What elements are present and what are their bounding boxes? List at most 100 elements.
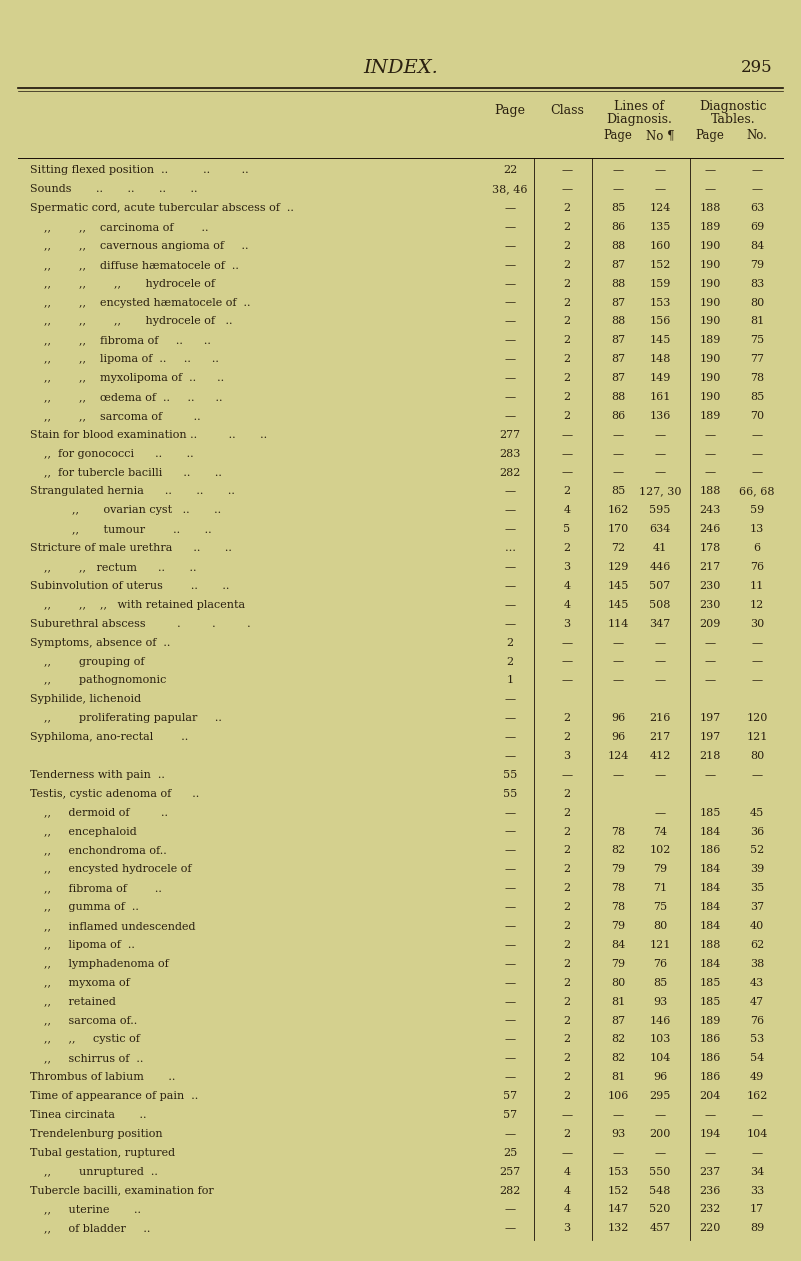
Text: 62: 62 [750,939,764,950]
Text: …: … [505,543,516,554]
Text: 79: 79 [611,864,625,874]
Text: —: — [751,657,763,667]
Text: 217: 217 [650,733,670,743]
Text: 188: 188 [699,939,721,950]
Text: —: — [562,1148,573,1158]
Text: Symptoms, absence of  ..: Symptoms, absence of .. [30,638,171,648]
Text: 79: 79 [653,864,667,874]
Text: —: — [505,619,516,629]
Text: 85: 85 [611,487,625,497]
Text: 120: 120 [747,714,767,724]
Text: —: — [704,430,715,440]
Text: 85: 85 [653,977,667,987]
Text: 53: 53 [750,1034,764,1044]
Text: ,,       ovarian cyst   ..       ..: ,, ovarian cyst .. .. [30,506,221,516]
Text: 2: 2 [563,279,570,289]
Text: —: — [505,1053,516,1063]
Text: —: — [751,184,763,194]
Text: 190: 190 [699,317,721,327]
Text: Sitting flexed position  ..          ..         ..: Sitting flexed position .. .. .. [30,165,248,175]
Text: 86: 86 [611,222,625,232]
Text: 84: 84 [750,241,764,251]
Text: ,,     of bladder     ..: ,, of bladder .. [30,1223,151,1233]
Text: ,,        ,,    diffuse hæmatocele of  ..: ,, ,, diffuse hæmatocele of .. [30,260,239,270]
Text: —: — [751,676,763,686]
Text: 80: 80 [611,977,625,987]
Text: 190: 190 [699,392,721,402]
Text: 37: 37 [750,902,764,912]
Text: 237: 237 [699,1166,721,1177]
Text: —: — [613,770,623,779]
Text: 2: 2 [563,1129,570,1139]
Text: 185: 185 [699,977,721,987]
Text: 87: 87 [611,335,625,346]
Text: —: — [654,657,666,667]
Text: Syphiloma, ano-rectal        ..: Syphiloma, ano-rectal .. [30,733,188,743]
Text: 124: 124 [650,203,670,213]
Text: 184: 184 [699,827,721,836]
Text: ,,     dermoid of         ..: ,, dermoid of .. [30,808,168,817]
Text: ,,     fibroma of        ..: ,, fibroma of .. [30,883,162,893]
Text: —: — [654,165,666,175]
Text: —: — [505,827,516,836]
Text: 89: 89 [750,1223,764,1233]
Text: 188: 188 [699,203,721,213]
Text: 148: 148 [650,354,670,364]
Text: 78: 78 [611,827,625,836]
Text: 59: 59 [750,506,764,516]
Text: —: — [613,430,623,440]
Text: 71: 71 [653,883,667,893]
Text: —: — [505,883,516,893]
Text: —: — [505,733,516,743]
Text: 145: 145 [607,600,629,610]
Text: 17: 17 [750,1204,764,1214]
Text: 184: 184 [699,958,721,968]
Text: 2: 2 [563,411,570,421]
Text: —: — [654,1148,666,1158]
Text: 2: 2 [563,864,570,874]
Text: 190: 190 [699,354,721,364]
Text: 83: 83 [750,279,764,289]
Text: 136: 136 [650,411,670,421]
Text: 82: 82 [611,1053,625,1063]
Text: 4: 4 [563,581,570,591]
Text: —: — [654,468,666,478]
Text: 87: 87 [611,1015,625,1025]
Text: 38, 46: 38, 46 [493,184,528,194]
Text: 2: 2 [563,939,570,950]
Text: 190: 190 [699,373,721,383]
Text: 184: 184 [699,864,721,874]
Text: 47: 47 [750,996,764,1006]
Text: —: — [505,714,516,724]
Text: 446: 446 [650,562,670,572]
Text: 96: 96 [653,1072,667,1082]
Text: 2: 2 [563,203,570,213]
Text: 132: 132 [607,1223,629,1233]
Text: —: — [505,921,516,931]
Text: 220: 220 [699,1223,721,1233]
Text: 80: 80 [653,921,667,931]
Text: Tenderness with pain  ..: Tenderness with pain .. [30,770,165,779]
Text: 634: 634 [650,525,670,535]
Text: 36: 36 [750,827,764,836]
Text: ,,     sarcoma of..: ,, sarcoma of.. [30,1015,137,1025]
Text: 39: 39 [750,864,764,874]
Text: —: — [505,600,516,610]
Text: 2: 2 [563,317,570,327]
Text: 129: 129 [607,562,629,572]
Text: 87: 87 [611,260,625,270]
Text: Stain for blood examination ..         ..       ..: Stain for blood examination .. .. .. [30,430,267,440]
Text: 217: 217 [699,562,721,572]
Text: —: — [613,676,623,686]
Text: 33: 33 [750,1185,764,1195]
Text: 4: 4 [563,1185,570,1195]
Text: 146: 146 [650,1015,670,1025]
Text: —: — [562,676,573,686]
Text: 156: 156 [650,317,670,327]
Text: ,,        ,,    encysted hæmatocele of  ..: ,, ,, encysted hæmatocele of .. [30,298,251,308]
Text: —: — [751,1110,763,1120]
Text: 2: 2 [506,638,513,648]
Text: Tinea circinata       ..: Tinea circinata .. [30,1110,147,1120]
Text: 189: 189 [699,411,721,421]
Text: 152: 152 [607,1185,629,1195]
